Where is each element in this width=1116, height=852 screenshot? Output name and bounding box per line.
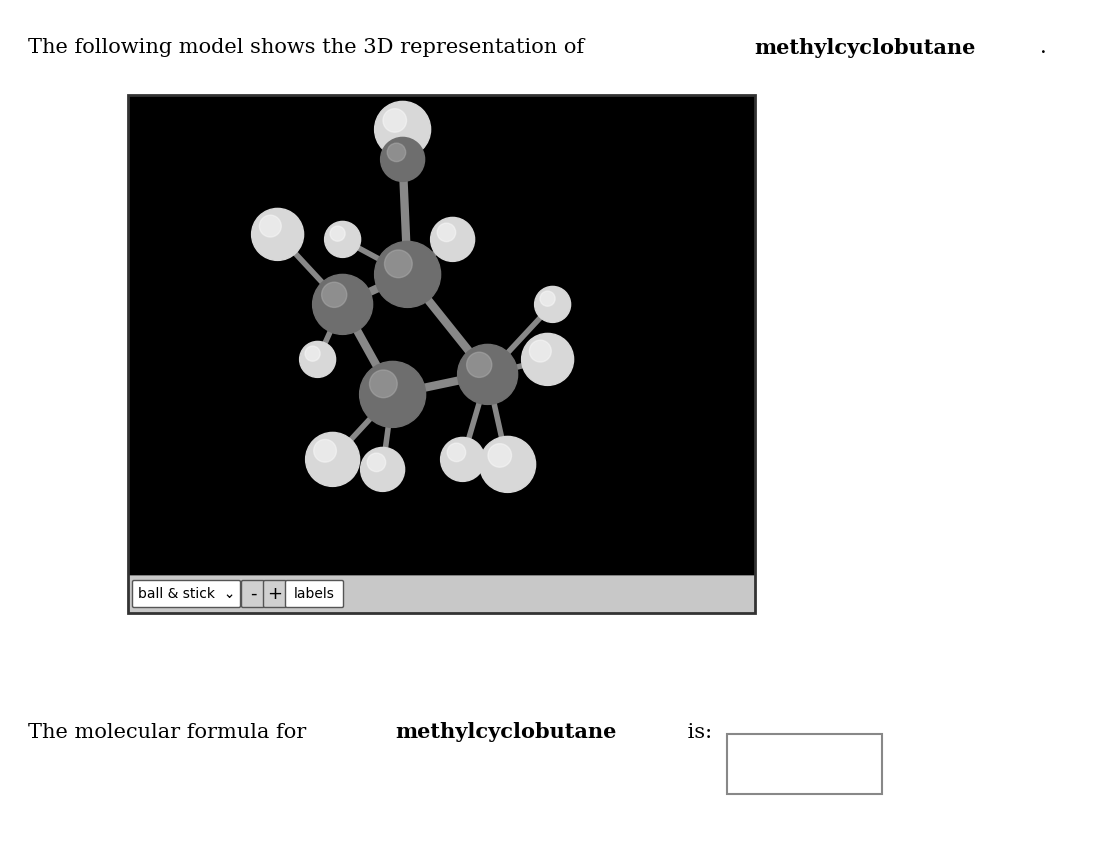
- Circle shape: [330, 226, 345, 241]
- Text: The molecular formula for: The molecular formula for: [28, 723, 312, 742]
- Circle shape: [312, 274, 373, 334]
- Circle shape: [375, 241, 441, 308]
- Circle shape: [367, 453, 386, 472]
- Circle shape: [521, 333, 574, 385]
- FancyBboxPatch shape: [263, 580, 287, 607]
- Circle shape: [299, 342, 336, 377]
- FancyBboxPatch shape: [133, 580, 241, 607]
- Circle shape: [441, 437, 484, 481]
- Bar: [728, 734, 883, 794]
- Circle shape: [385, 250, 412, 278]
- FancyBboxPatch shape: [286, 580, 344, 607]
- Text: +: +: [268, 585, 282, 603]
- Circle shape: [488, 444, 511, 467]
- Circle shape: [529, 340, 551, 362]
- Text: .: .: [1040, 38, 1047, 57]
- Text: The following model shows the 3D representation of: The following model shows the 3D represe…: [28, 38, 590, 57]
- Circle shape: [466, 352, 492, 377]
- Circle shape: [321, 282, 347, 308]
- Circle shape: [458, 344, 518, 405]
- Circle shape: [448, 443, 465, 462]
- Circle shape: [306, 433, 359, 486]
- Circle shape: [480, 436, 536, 492]
- Circle shape: [383, 109, 406, 132]
- Text: is:: is:: [681, 723, 712, 742]
- Text: ball & stick  ⌄: ball & stick ⌄: [138, 587, 235, 601]
- Circle shape: [259, 216, 281, 237]
- Text: labels: labels: [294, 587, 335, 601]
- Text: methylcyclobutane: methylcyclobutane: [395, 722, 617, 742]
- Circle shape: [325, 222, 360, 257]
- Circle shape: [375, 101, 431, 158]
- Circle shape: [359, 361, 425, 428]
- Circle shape: [535, 286, 570, 322]
- Circle shape: [369, 370, 397, 398]
- Bar: [128, 575, 756, 613]
- Circle shape: [314, 440, 336, 462]
- FancyBboxPatch shape: [241, 580, 264, 607]
- Circle shape: [387, 143, 406, 162]
- Circle shape: [540, 291, 555, 306]
- Circle shape: [437, 223, 455, 242]
- Bar: [128, 95, 756, 575]
- Text: methylcyclobutane: methylcyclobutane: [754, 38, 975, 58]
- Bar: [128, 95, 756, 613]
- Text: -: -: [250, 585, 257, 603]
- Circle shape: [251, 209, 304, 261]
- Circle shape: [360, 447, 405, 492]
- Circle shape: [381, 137, 424, 181]
- Circle shape: [305, 346, 320, 361]
- Circle shape: [431, 217, 474, 262]
